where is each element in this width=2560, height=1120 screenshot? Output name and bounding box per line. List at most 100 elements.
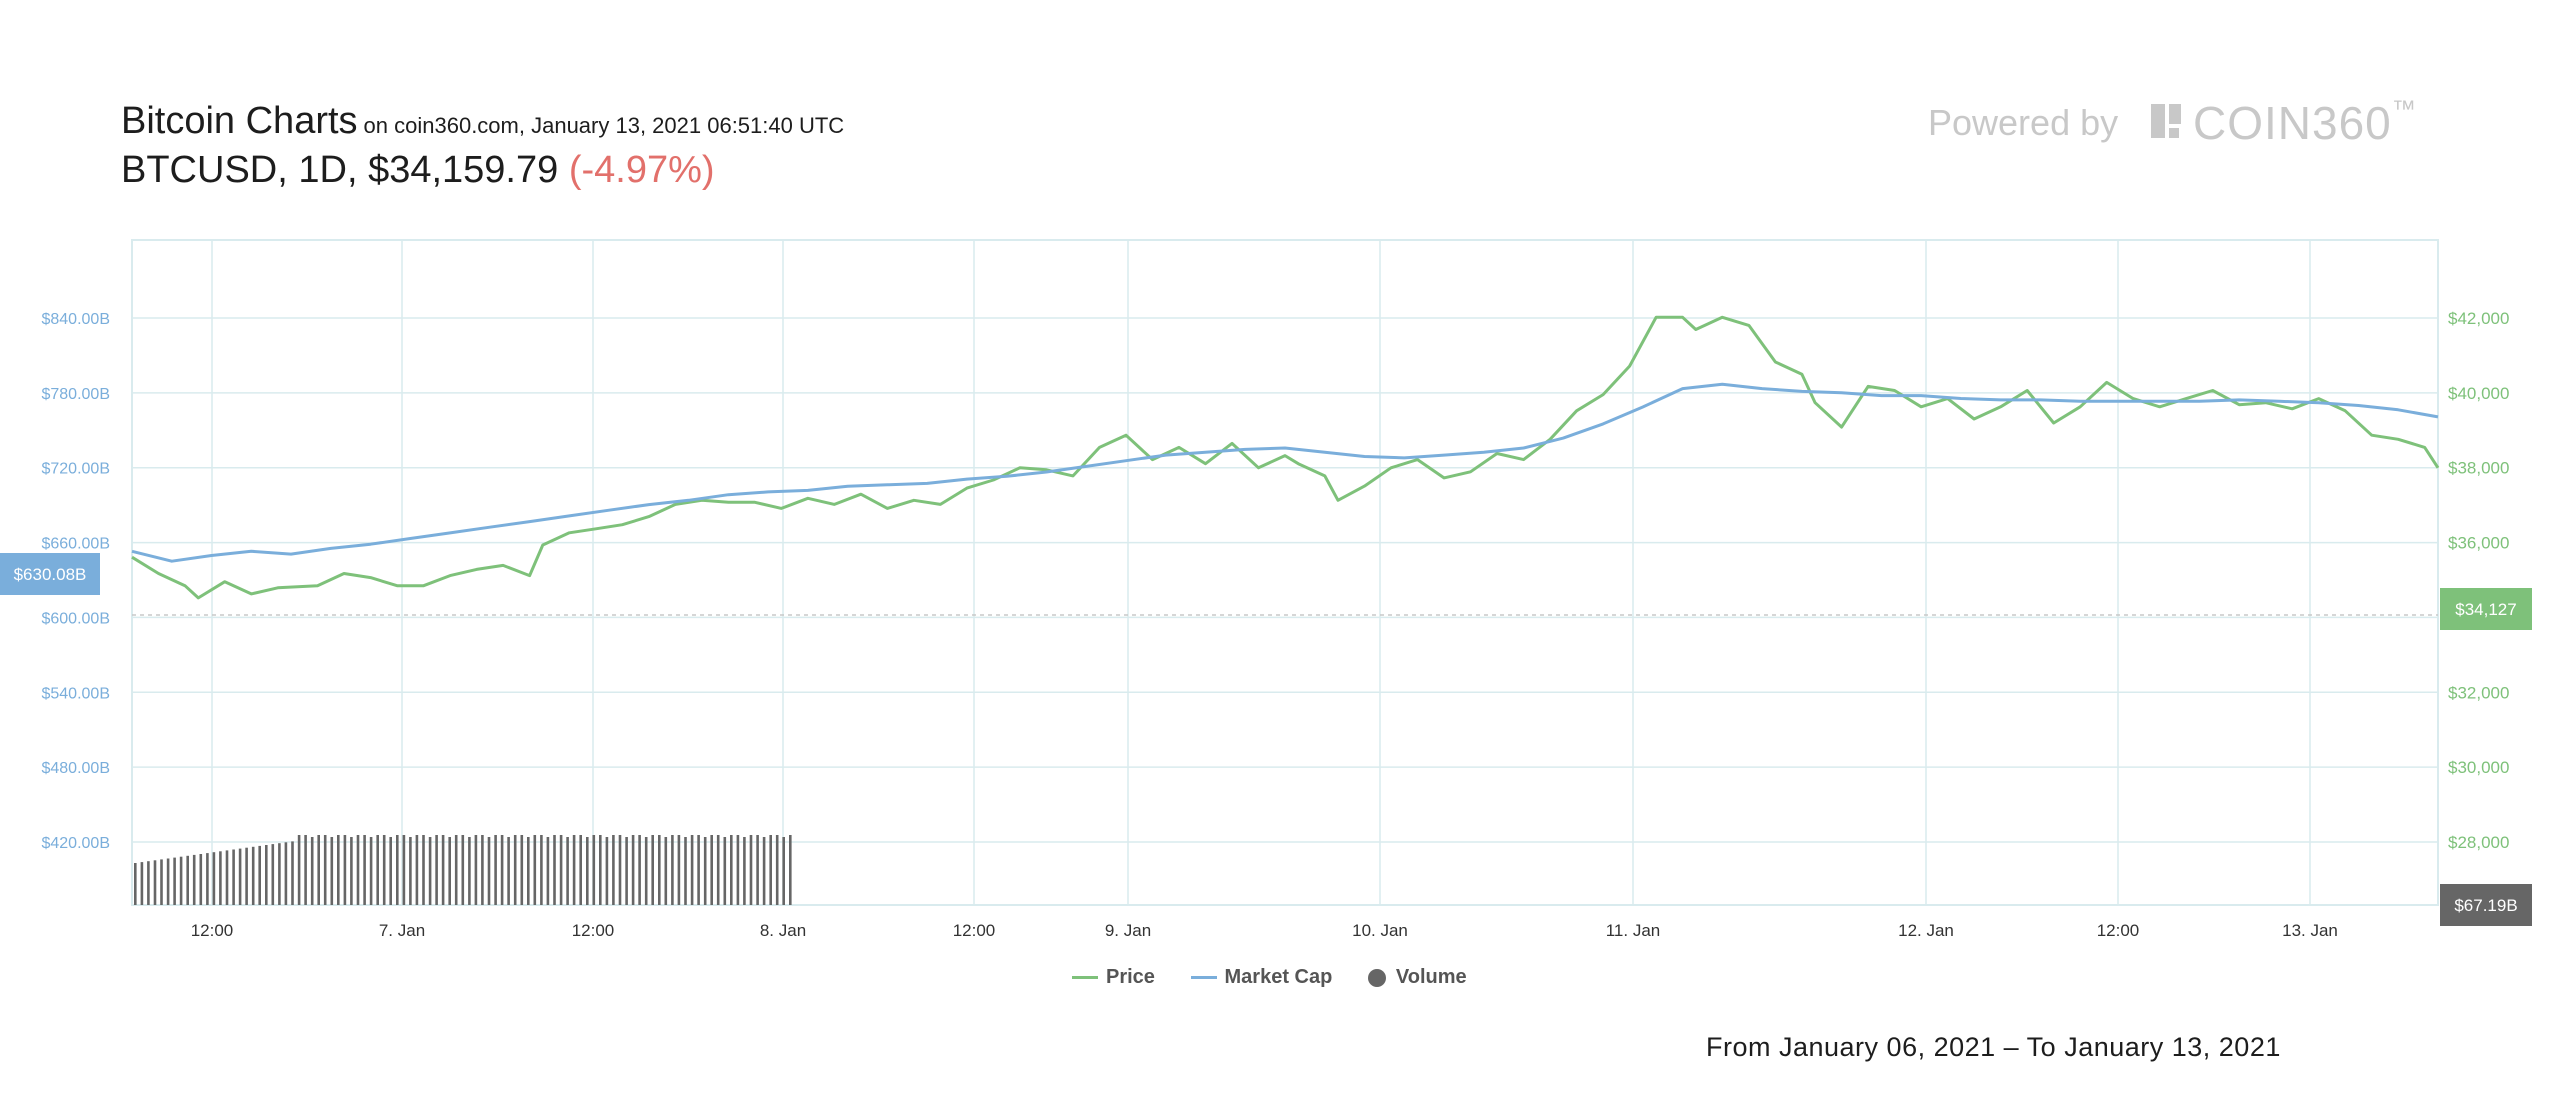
volume-bar <box>730 835 733 905</box>
volume-bar <box>304 835 307 905</box>
volume-bar <box>271 844 275 905</box>
volume-bar <box>206 853 209 905</box>
right-tick-label: $28,000 <box>2448 833 2509 852</box>
volume-bar <box>743 837 746 905</box>
volume-bar <box>454 835 458 905</box>
volume-bar <box>474 835 478 905</box>
volume-bar <box>284 842 288 905</box>
volume-bar <box>402 835 406 905</box>
powered-by-label: Powered by <box>1928 102 2119 143</box>
legend-item-price[interactable]: Price <box>1072 966 1155 989</box>
price-label: $34,159.79 <box>368 149 559 191</box>
pair-label: BTCUSD <box>121 149 278 191</box>
left-current-badge-bg <box>0 553 100 595</box>
volume-bar <box>690 835 694 905</box>
right-tick-label: $38,000 <box>2448 459 2509 478</box>
volume-bar <box>441 835 445 905</box>
x-tick-label: 7. Jan <box>379 921 425 940</box>
volume-bar <box>199 854 203 905</box>
coin360-brand: COIN360 <box>2193 97 2392 149</box>
volume-bar <box>291 841 294 905</box>
legend-label: Volume <box>1395 966 1467 988</box>
volume-bar <box>697 835 700 905</box>
axis-badges: $630.08B $34,127 $67.19B <box>0 553 2532 926</box>
right-axis: $42,000$40,000$38,000$36,000$34,000$32,0… <box>2448 309 2509 852</box>
interval-label: 1D <box>298 149 347 191</box>
volume-bar <box>350 837 353 905</box>
separator: , <box>277 149 299 191</box>
volume-bar <box>337 835 340 905</box>
volume-bar <box>415 835 419 905</box>
volume-bar <box>638 835 641 905</box>
volume-bar <box>212 852 216 905</box>
left-current-badge: $630.08B <box>14 565 87 584</box>
powered-by[interactable]: Powered by COIN360™ <box>1928 96 2416 150</box>
volume-bar <box>494 835 497 905</box>
volume-bar <box>192 854 196 905</box>
volume-bar <box>140 862 144 905</box>
volume-bar <box>389 837 392 905</box>
volume-bar <box>553 835 556 905</box>
volume-bar <box>566 837 569 905</box>
x-tick-label: 11. Jan <box>1606 921 1661 940</box>
volume-bar <box>376 835 379 905</box>
right-tick-label: $32,000 <box>2448 683 2509 702</box>
volume-bar <box>723 837 727 905</box>
right-tick-label: $40,000 <box>2448 384 2509 403</box>
left-tick-label: $780.00B <box>41 386 110 403</box>
x-tick-label: 10. Jan <box>1352 921 1408 940</box>
volume-bar <box>225 850 229 905</box>
right-price-badge-bg <box>2440 588 2532 630</box>
market-cap-series-line <box>131 382 2439 563</box>
volume-bar <box>278 843 281 905</box>
volume-bar <box>716 835 720 905</box>
grid <box>131 239 2439 906</box>
x-tick-label: 12:00 <box>953 921 996 940</box>
volume-bar <box>546 837 550 905</box>
volume-bar <box>749 835 753 905</box>
volume-bar <box>684 837 687 905</box>
volume-bar <box>422 835 425 905</box>
volume-bar <box>265 845 268 905</box>
x-tick-label: 13. Jan <box>2282 921 2338 940</box>
chart-header: Bitcoin Charts on coin360.com, January 13… <box>121 100 844 192</box>
volume-bar <box>520 835 524 905</box>
chart-subtitle: on coin360.com, January 13, 2021 06:51:4… <box>363 113 845 138</box>
volume-bar <box>481 835 484 905</box>
volume-bar <box>251 846 255 905</box>
volume-bar <box>756 835 759 905</box>
volume-bar <box>173 857 176 905</box>
legend-item-market-cap[interactable]: Market Cap <box>1190 966 1333 989</box>
legend-item-volume[interactable]: Volume <box>1367 966 1467 989</box>
volume-bar <box>468 837 471 905</box>
volume-bar <box>540 835 543 905</box>
volume-bar <box>363 835 366 905</box>
plot-border <box>131 239 2439 906</box>
right-volume-badge-bg <box>2440 884 2532 926</box>
volume-bar <box>769 835 772 905</box>
change-label: (-4.97%) <box>568 149 715 191</box>
volume-bar <box>219 851 222 905</box>
volume-bar <box>664 837 668 905</box>
volume-bar <box>343 835 347 905</box>
volume-bar <box>323 835 327 905</box>
volume-bar <box>644 837 648 905</box>
volume-bar <box>599 835 602 905</box>
volume-bar <box>658 835 661 905</box>
volume-bar <box>435 835 438 905</box>
price-line-icon <box>1072 976 1098 980</box>
left-tick-label: $480.00B <box>41 760 110 777</box>
volume-bar <box>166 858 170 905</box>
volume-bar <box>238 848 242 905</box>
right-price-badge: $34,127 <box>2455 600 2516 619</box>
volume-bar <box>487 837 491 905</box>
volume-bar <box>507 837 510 905</box>
volume-bar <box>382 835 386 905</box>
legend-label: Market Cap <box>1224 966 1333 988</box>
volume-bar <box>677 835 681 905</box>
volume-bar <box>762 837 766 905</box>
volume-bar <box>513 835 517 905</box>
volume-bar <box>232 849 235 905</box>
volume-dot-icon <box>1367 968 1386 987</box>
